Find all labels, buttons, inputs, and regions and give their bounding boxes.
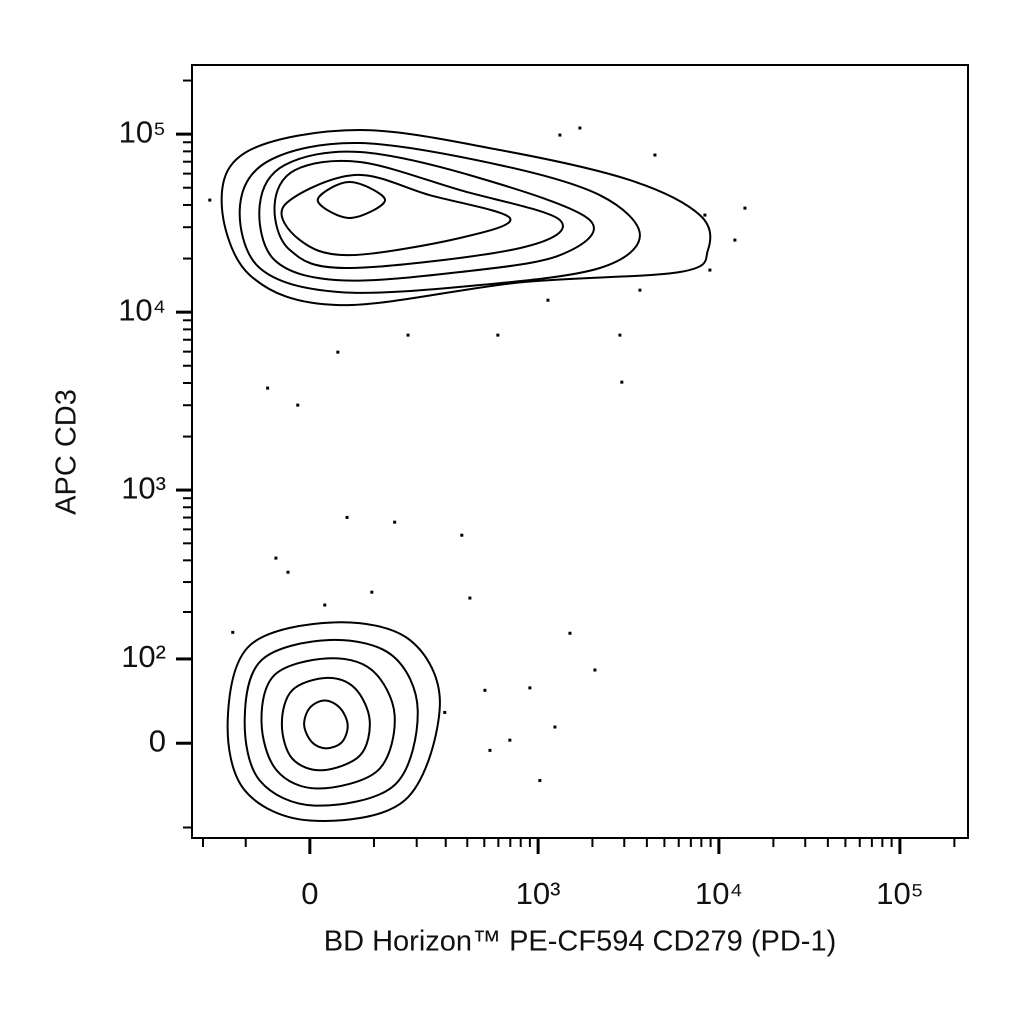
event-dot (618, 333, 622, 337)
y-tick-label: 10⁴ (118, 292, 166, 327)
event-dot (460, 533, 464, 537)
x-axis-title: BD Horizon™ PE-CF594 CD279 (PD-1) (324, 926, 836, 958)
x-tick-label: 10⁴ (695, 876, 743, 911)
event-dot (638, 288, 642, 292)
contour-line (260, 657, 396, 790)
event-dot (296, 403, 300, 407)
event-dot (568, 631, 572, 635)
contour-line (243, 638, 419, 807)
contour-line (280, 174, 512, 257)
event-dot (345, 515, 349, 519)
event-dot (553, 725, 557, 729)
contour-line (316, 181, 387, 219)
event-dot (708, 268, 712, 272)
event-dot (538, 779, 542, 783)
event-dot (336, 350, 340, 354)
contour-line (280, 676, 371, 772)
x-tick-label: 10⁵ (876, 876, 923, 911)
event-dot (488, 748, 492, 752)
event-dot (528, 686, 532, 690)
event-dot (508, 738, 512, 742)
event-dot (406, 333, 410, 337)
y-tick-label: 10² (121, 639, 166, 674)
event-dot (743, 206, 747, 210)
contour-line (226, 621, 441, 822)
y-axis-title: APC CD3 (51, 389, 83, 515)
contour-line (258, 150, 595, 282)
event-dot (578, 126, 582, 130)
event-dot (483, 688, 487, 692)
y-tick-label: 0 (149, 723, 166, 758)
x-tick-label: 10³ (516, 876, 561, 911)
event-dot (733, 238, 737, 242)
event-dot (208, 198, 212, 202)
contour-line (303, 699, 349, 750)
contour-line (238, 142, 641, 294)
event-dot (286, 570, 290, 574)
event-dot (593, 668, 597, 672)
y-tick-label: 10³ (121, 470, 166, 505)
event-dot (703, 213, 707, 217)
event-dot (496, 333, 500, 337)
event-dot (558, 133, 562, 137)
event-dot (620, 380, 624, 384)
event-dot (393, 520, 397, 524)
event-dot (546, 298, 550, 302)
contour-line (273, 159, 564, 270)
plot-frame (191, 64, 969, 839)
x-tick-label: 0 (301, 876, 318, 911)
event-dot (323, 603, 327, 607)
event-dot (231, 630, 235, 634)
event-dot (443, 710, 447, 714)
y-tick-label: 10⁵ (119, 114, 166, 149)
event-dot (653, 153, 657, 157)
event-dot (370, 590, 374, 594)
event-dot (274, 556, 278, 560)
contour-line (220, 129, 712, 307)
event-dot (468, 596, 472, 600)
event-dot (266, 386, 270, 390)
